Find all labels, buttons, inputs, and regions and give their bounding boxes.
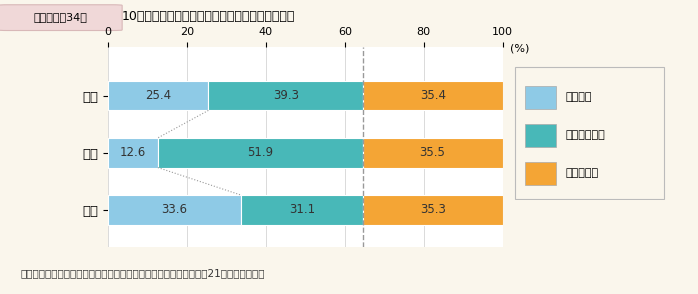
Text: 33.6: 33.6 <box>161 203 188 216</box>
Bar <box>526 162 556 185</box>
Text: 第１－特－34図: 第１－特－34図 <box>33 12 87 22</box>
Text: 12.6: 12.6 <box>120 146 146 159</box>
Bar <box>158 138 362 168</box>
Text: 31.1: 31.1 <box>289 203 315 216</box>
Text: 10年後，今より高い職責にあると思うか（性別）: 10年後，今より高い職責にあると思うか（性別） <box>122 10 295 24</box>
Bar <box>108 81 209 111</box>
Text: 分からない: 分からない <box>565 168 598 178</box>
Text: 51.9: 51.9 <box>247 146 274 159</box>
Text: 35.3: 35.3 <box>420 203 446 216</box>
Bar <box>526 86 556 109</box>
Bar <box>108 138 158 168</box>
Bar <box>241 195 364 225</box>
Bar <box>526 124 556 147</box>
Bar <box>209 81 364 111</box>
Text: 35.4: 35.4 <box>420 89 446 102</box>
Text: 35.5: 35.5 <box>419 146 445 159</box>
Bar <box>362 138 503 168</box>
Text: (%): (%) <box>510 44 530 54</box>
Bar <box>108 195 241 225</box>
Text: そう思う: そう思う <box>565 92 592 102</box>
Bar <box>364 195 503 225</box>
Text: 25.4: 25.4 <box>145 89 171 102</box>
Text: そう思わない: そう思わない <box>565 130 605 140</box>
FancyBboxPatch shape <box>0 5 122 31</box>
Text: 39.3: 39.3 <box>273 89 299 102</box>
Text: （備考）内閣府「男女のライフスタイルに関する意識調査」（平成21年）より作成。: （備考）内閣府「男女のライフスタイルに関する意識調査」（平成21年）より作成。 <box>21 268 265 278</box>
Bar <box>364 81 503 111</box>
